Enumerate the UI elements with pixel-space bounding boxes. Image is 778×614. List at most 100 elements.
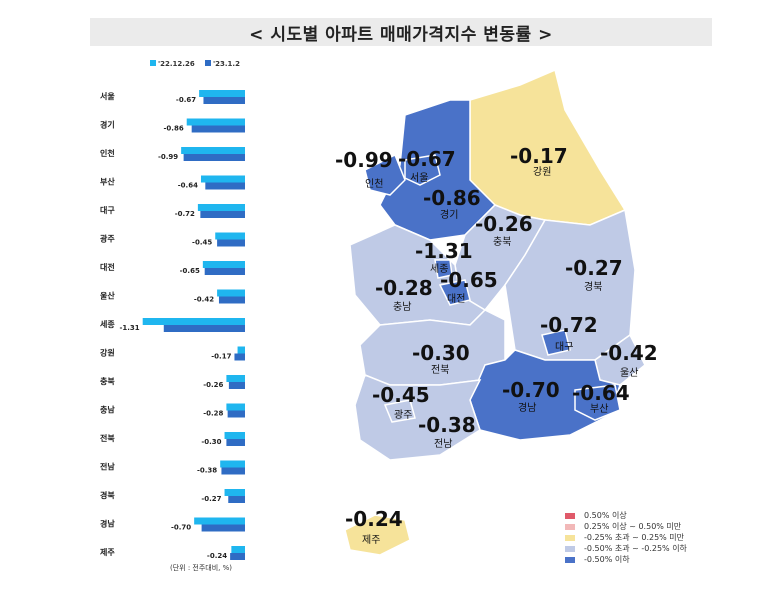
value-label: -0.67 (176, 96, 196, 104)
region-name-label: 인천 (365, 178, 383, 190)
region-name-label: 제주 (362, 534, 380, 546)
value-label: -0.72 (175, 210, 195, 218)
bar-prev (197, 204, 245, 211)
category-label: 경북 (100, 490, 115, 500)
legend-swatch (205, 60, 211, 66)
region-value-label: -0.72 (540, 313, 598, 337)
category-label: 충북 (100, 376, 115, 386)
bar-prev (199, 90, 245, 97)
legend-swatch (565, 556, 575, 563)
legend-label: '23.1.2 (213, 60, 240, 68)
chart-title: < 시도별 아파트 매매가격지수 변동률 > (90, 18, 712, 46)
category-label: 인천 (100, 148, 115, 158)
bar-curr (217, 239, 245, 247)
legend-swatch (565, 534, 575, 541)
category-label: 부산 (100, 177, 115, 187)
bar-curr (221, 467, 245, 475)
legend-item: -0.25% 초과 ~ 0.25% 미만 (565, 532, 687, 543)
value-label: -0.38 (197, 467, 217, 475)
region-jeonnam (354, 374, 482, 461)
legend-label: -0.50% 초과 ~ -0.25% 이하 (584, 544, 687, 553)
category-label: 제주 (100, 547, 115, 557)
region-value-label: -0.27 (565, 256, 623, 280)
category-label: 울산 (100, 291, 115, 301)
region-jeju (344, 514, 411, 556)
category-label: 대전 (100, 262, 115, 272)
value-label: -0.65 (180, 267, 200, 275)
bar-prev (142, 318, 245, 325)
region-name-label: 부산 (590, 403, 608, 415)
map-legend: 0.50% 이상 0.25% 이상 ~ 0.50% 미만 -0.25% 초과 ~ 0… (565, 510, 687, 565)
value-label: -0.26 (203, 381, 223, 389)
value-label: -0.86 (164, 125, 184, 133)
bar-prev (224, 489, 245, 496)
bar-prev (202, 261, 245, 268)
legend-label: 0.25% 이상 ~ 0.50% 미만 (584, 522, 682, 531)
legend-item: 0.25% 이상 ~ 0.50% 미만 (565, 521, 687, 532)
region-gwangju (383, 399, 416, 423)
value-label: -0.27 (201, 495, 221, 503)
bar-prev (231, 546, 245, 553)
legend-label: 0.50% 이상 (584, 511, 627, 520)
bar-prev (226, 375, 245, 382)
bar-curr (191, 125, 245, 133)
bar-curr (201, 524, 245, 532)
legend-swatch (565, 523, 575, 530)
category-label: 강원 (100, 348, 115, 358)
bar-curr (183, 154, 245, 161)
bar-prev (200, 175, 245, 183)
bar-prev (181, 147, 245, 154)
region-value-label: -0.17 (510, 144, 568, 168)
region-value-label: -1.31 (415, 239, 473, 263)
region-name-label: 전남 (434, 438, 452, 450)
map-regions (344, 68, 646, 556)
bar-prev (215, 232, 245, 240)
region-value-label: -0.64 (572, 381, 630, 405)
category-label: 세종 (100, 319, 115, 329)
region-incheon (364, 153, 406, 196)
bar-curr (234, 353, 245, 361)
legend-item: -0.50% 이하 (565, 554, 687, 565)
legend-label: -0.50% 이하 (584, 555, 630, 564)
bar-prev (224, 432, 245, 439)
region-seoul (404, 154, 441, 186)
legend-item: -0.50% 초과 ~ -0.25% 이하 (565, 543, 687, 554)
bar-curr (203, 97, 245, 104)
bar-curr (218, 296, 245, 304)
bar-curr (200, 211, 245, 218)
category-label: 충남 (100, 405, 115, 415)
region-name-label: 경기 (440, 208, 458, 221)
region-value-label: -0.24 (345, 507, 403, 531)
value-label: -0.45 (192, 239, 212, 247)
value-label: -0.64 (178, 182, 198, 190)
value-label: -1.31 (120, 324, 140, 332)
bar-prev (226, 403, 245, 411)
legend-swatch (565, 545, 575, 552)
region-name-label: 충북 (493, 236, 511, 248)
region-value-label: -0.30 (412, 341, 470, 365)
category-label: 경기 (100, 120, 115, 130)
legend-swatch (150, 60, 156, 66)
region-value-label: -0.26 (475, 212, 533, 236)
bar-curr (204, 268, 245, 275)
bar-curr (227, 410, 245, 418)
map-labels: -0.99 인천 -0.67 서울 -0.86 경기 -0.17 강원 -0.2… (335, 144, 658, 546)
region-value-label: -0.38 (418, 413, 476, 437)
bar-prev (237, 346, 245, 354)
region-name-label: 대전 (447, 293, 465, 305)
region-daegu (541, 329, 571, 356)
value-label: -0.99 (158, 153, 178, 161)
category-label: 광주 (100, 234, 115, 244)
unit-note: (단위 : 전주대비, %) (170, 563, 232, 572)
region-busan (574, 384, 621, 421)
region-name-label: 강원 (533, 166, 551, 178)
bar-prev (194, 517, 245, 525)
region-name-label: 전북 (431, 364, 449, 376)
region-name-label: 충남 (393, 301, 411, 313)
category-label: 전남 (100, 462, 115, 472)
value-label: -0.24 (207, 552, 227, 560)
value-label: -0.42 (194, 296, 214, 304)
bar-prev (217, 289, 245, 297)
region-daejeon (438, 279, 471, 306)
bar-curr (205, 182, 245, 190)
